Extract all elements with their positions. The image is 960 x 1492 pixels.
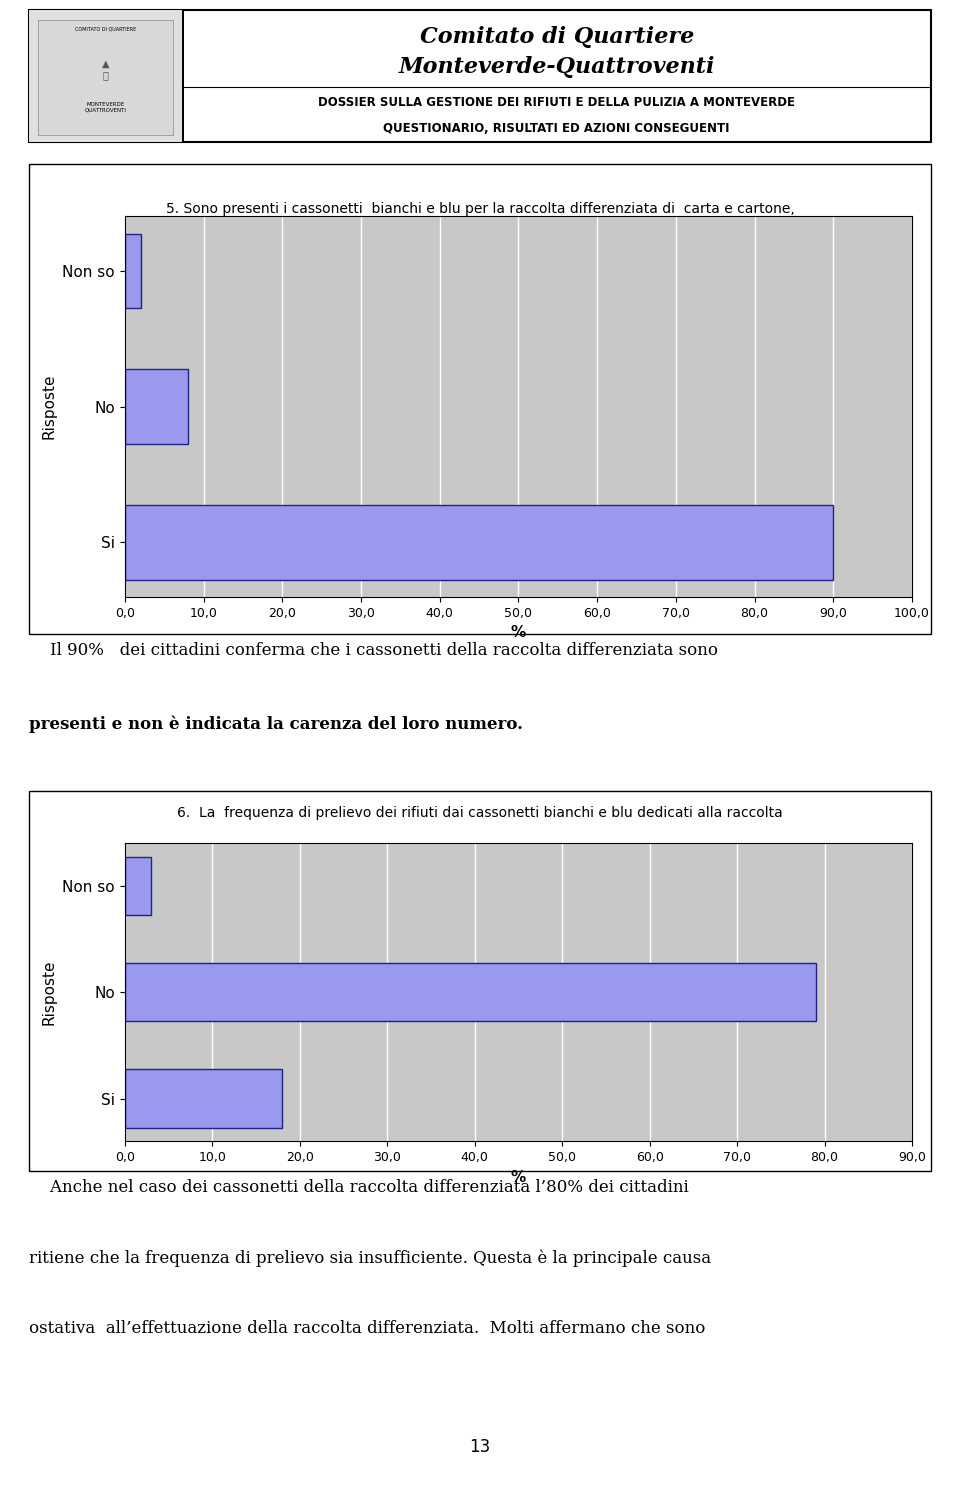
Text: Monteverde-Quattroventi: Monteverde-Quattroventi <box>398 55 715 78</box>
Text: 13: 13 <box>469 1438 491 1456</box>
Text: Comitato di Quartiere: Comitato di Quartiere <box>420 25 694 48</box>
Bar <box>125 962 816 1022</box>
Text: ▲
🏛: ▲ 🏛 <box>102 58 109 81</box>
Bar <box>125 234 140 309</box>
Text: DOSSIER SULLA GESTIONE DEI RIFIUTI E DELLA PULIZIA A MONTEVERDE: DOSSIER SULLA GESTIONE DEI RIFIUTI E DEL… <box>318 95 795 109</box>
Bar <box>182 10 184 142</box>
Text: differenziata è sufficiente  a non creare accumuli esterni, in particolare sul  : differenziata è sufficiente a non creare… <box>167 852 793 867</box>
Text: ostativa  all’effettuazione della raccolta differenziata.  Molti affermano che s: ostativa all’effettuazione della raccolt… <box>29 1319 706 1337</box>
Y-axis label: Risposte: Risposte <box>42 374 57 439</box>
Bar <box>29 10 182 142</box>
Bar <box>37 19 173 136</box>
Bar <box>125 1070 282 1128</box>
Text: MONTEVERDE
QUATTROVENTI: MONTEVERDE QUATTROVENTI <box>84 101 127 113</box>
Text: Anche nel caso dei cassonetti della raccolta differenziata l’80% dei cittadini: Anche nel caso dei cassonetti della racc… <box>29 1179 688 1195</box>
X-axis label: %: % <box>511 1170 526 1185</box>
Text: 6.  La  frequenza di prelievo dei rifiuti dai cassonetti bianchi e blu dedicati : 6. La frequenza di prelievo dei rifiuti … <box>178 806 782 821</box>
Text: vetro e plastica?: vetro e plastica? <box>422 258 538 272</box>
Bar <box>125 504 833 579</box>
Text: 5. Sono presenti i cassonetti  bianchi e blu per la raccolta differenziata di  c: 5. Sono presenti i cassonetti bianchi e … <box>166 201 794 216</box>
Bar <box>125 856 151 915</box>
Y-axis label: Risposte: Risposte <box>42 959 57 1025</box>
Text: ritiene che la frequenza di prelievo sia insufficiente. Questa è la principale c: ritiene che la frequenza di prelievo sia… <box>29 1249 711 1267</box>
Text: Il 90%   dei cittadini conferma che i cassonetti della raccolta differenziata so: Il 90% dei cittadini conferma che i cass… <box>29 642 718 658</box>
Text: QUESTIONARIO, RISULTATI ED AZIONI CONSEGUENTI: QUESTIONARIO, RISULTATI ED AZIONI CONSEG… <box>383 122 730 136</box>
X-axis label: %: % <box>511 625 526 640</box>
Text: COMITATO DI QUARTIERE: COMITATO DI QUARTIERE <box>75 27 136 31</box>
Bar <box>125 369 188 443</box>
Text: presenti e non è indicata la carenza del loro numero.: presenti e non è indicata la carenza del… <box>29 715 523 733</box>
